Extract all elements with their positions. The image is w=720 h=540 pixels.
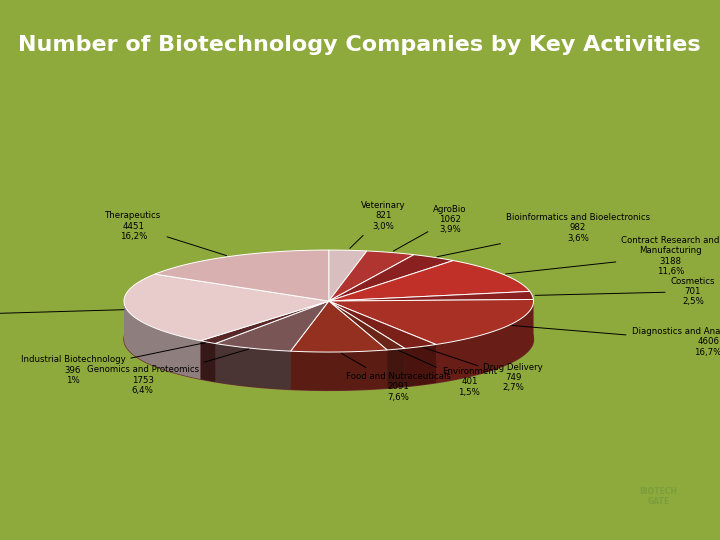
Polygon shape: [329, 251, 414, 301]
Text: Therapeutics
4451
16,2%: Therapeutics 4451 16,2%: [105, 211, 227, 255]
Text: Number of Biotechnology Companies by Key Activities: Number of Biotechnology Companies by Key…: [18, 35, 701, 55]
Polygon shape: [387, 348, 405, 388]
Polygon shape: [155, 250, 329, 301]
Polygon shape: [329, 261, 530, 301]
Text: AgroBio
1062
3,9%: AgroBio 1062 3,9%: [393, 205, 467, 251]
Polygon shape: [329, 301, 436, 348]
Text: Industrial Biotechnology
396
1%: Industrial Biotechnology 396 1%: [21, 343, 205, 385]
Polygon shape: [436, 301, 534, 383]
Polygon shape: [200, 301, 329, 343]
Polygon shape: [200, 341, 215, 382]
Polygon shape: [291, 301, 387, 352]
Text: Other Services and Suppliers
6354
23,1%: Other Services and Suppliers 6354 23,1%: [0, 301, 124, 330]
Polygon shape: [124, 302, 200, 379]
Polygon shape: [215, 343, 291, 389]
Text: Contract Research and
Manufacturing
3188
11,6%: Contract Research and Manufacturing 3188…: [505, 236, 720, 276]
Polygon shape: [124, 288, 534, 390]
Polygon shape: [329, 255, 453, 301]
Text: Drug Delivery
749
2,7%: Drug Delivery 749 2,7%: [423, 348, 543, 393]
Text: BIOTECH
GATE: BIOTECH GATE: [639, 487, 678, 506]
Text: Environment
401
1,5%: Environment 401 1,5%: [399, 350, 497, 397]
Polygon shape: [405, 345, 436, 387]
Polygon shape: [291, 350, 387, 390]
Polygon shape: [329, 300, 534, 345]
Polygon shape: [329, 301, 405, 350]
Text: Food and Nutraceuticals
2091
7,6%: Food and Nutraceuticals 2091 7,6%: [341, 353, 451, 402]
Polygon shape: [124, 274, 329, 341]
Text: Genomics and Proteomics
1753
6,4%: Genomics and Proteomics 1753 6,4%: [86, 349, 248, 395]
Text: Bioinformatics and Bioelectronics
982
3,6%: Bioinformatics and Bioelectronics 982 3,…: [437, 213, 650, 257]
Polygon shape: [329, 292, 534, 301]
Text: Veterinary
821
3,0%: Veterinary 821 3,0%: [350, 201, 405, 248]
Polygon shape: [215, 301, 329, 351]
Text: Diagnostics and Analytical Services
4606
16,7%: Diagnostics and Analytical Services 4606…: [512, 326, 720, 356]
Text: Cosmetics
701
2,5%: Cosmetics 701 2,5%: [535, 276, 715, 307]
Polygon shape: [329, 250, 367, 301]
